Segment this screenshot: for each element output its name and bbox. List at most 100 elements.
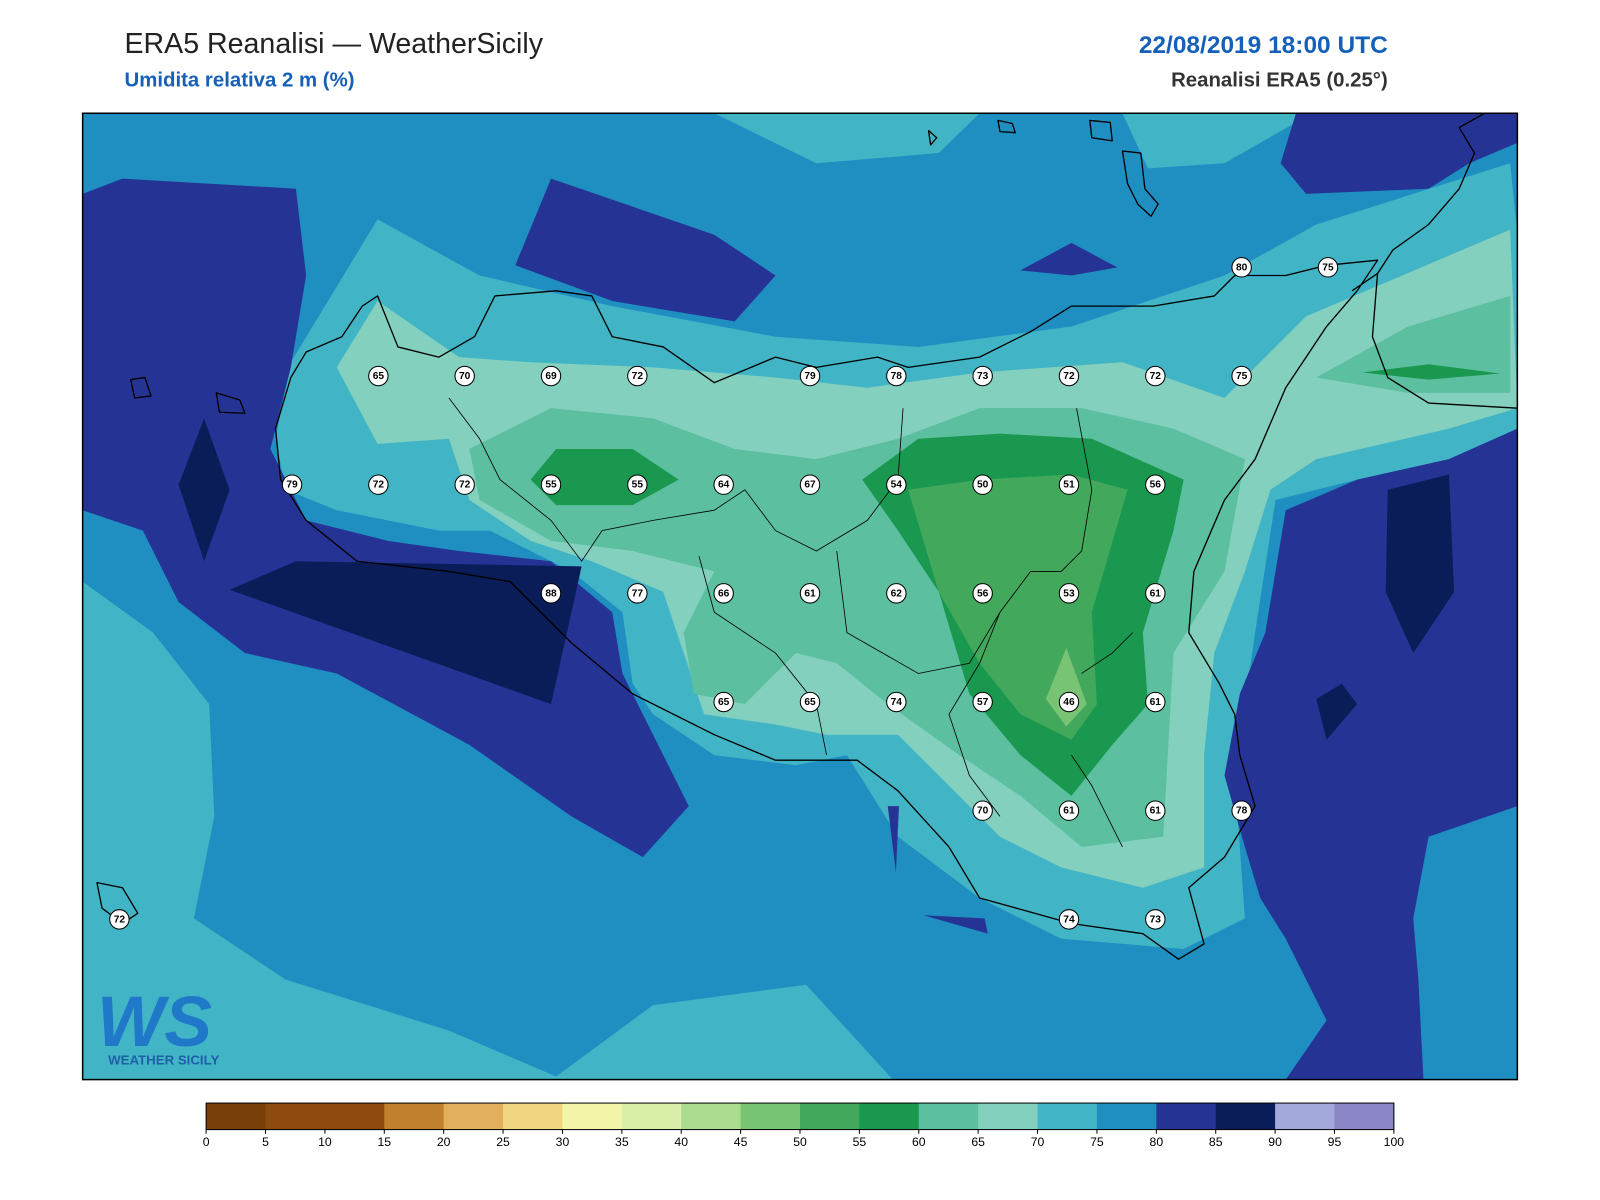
- colorbar-tick-label: 5: [262, 1135, 269, 1149]
- station-marker: [972, 583, 993, 604]
- station-marker: [1058, 474, 1080, 495]
- colorbar: 0 5 10 15 20 25 30 35 40 45 50 55 60 65 70 75 80 85 90 95 10…: [203, 1102, 1405, 1149]
- source: Reanalisi ERA5 (0.25°): [1171, 70, 1388, 92]
- contour-fill: [1362, 364, 1500, 380]
- contour-fill: [1385, 474, 1455, 654]
- station-value: 51: [1063, 480, 1075, 491]
- colorbar-tick-label: 45: [734, 1135, 748, 1149]
- colorbar-tick-label: 80: [1150, 1135, 1164, 1149]
- color-swatch: [324, 1103, 385, 1130]
- station-marker: [713, 583, 734, 604]
- station-value: 74: [891, 697, 903, 708]
- color-swatch: [978, 1103, 1039, 1130]
- station-marker: [540, 583, 562, 604]
- contour-fill: [82, 581, 893, 1080]
- station-marker: [1058, 583, 1080, 604]
- colorbar-tick-label: 65: [971, 1135, 985, 1149]
- color-swatch: [1334, 1103, 1395, 1130]
- color-swatch: [740, 1103, 801, 1130]
- station-marker: [109, 909, 130, 930]
- station-marker: [1145, 909, 1166, 930]
- station-value: 61: [1063, 806, 1075, 817]
- colorbar-tick-label: 60: [912, 1135, 926, 1149]
- contour-fill: [515, 178, 776, 322]
- contour-fill: [1280, 113, 1518, 194]
- station-marker: [368, 474, 389, 495]
- station-value: 79: [804, 371, 816, 382]
- station-value: 64: [718, 480, 730, 491]
- station-marker: [1145, 691, 1166, 713]
- station-marker: [1145, 365, 1166, 387]
- station-value: 80: [1236, 262, 1248, 273]
- station-value: 56: [1150, 480, 1162, 491]
- subtitle: Umidita relativa 2 m (%): [124, 70, 354, 92]
- map-frame: [81, 112, 1519, 1081]
- station-value: 72: [373, 480, 385, 491]
- station-marker: [1231, 800, 1252, 821]
- colorbar-tick-label: 10: [318, 1135, 332, 1149]
- logo-mark: WS: [97, 982, 212, 1062]
- colorbar-tick-label: 30: [556, 1135, 570, 1149]
- station-value: 61: [1150, 806, 1162, 817]
- logo-name: WEATHER SICILY: [108, 1052, 219, 1067]
- station-marker: [972, 691, 993, 713]
- station-marker: [281, 474, 303, 495]
- color-swatch: [265, 1103, 326, 1130]
- station-value: 78: [1236, 806, 1248, 817]
- station-marker: [1317, 257, 1339, 278]
- station-marker: [1058, 800, 1080, 821]
- province-border: [448, 397, 1133, 848]
- contour-fill: [1020, 242, 1118, 276]
- contour-fill: [887, 806, 899, 873]
- color-swatch: [503, 1103, 563, 1130]
- station-marker: [1231, 257, 1252, 278]
- colorbar-tick-label: 75: [1090, 1135, 1104, 1149]
- colorbar-tick-label: 70: [1031, 1135, 1045, 1149]
- station-value: 55: [632, 480, 644, 491]
- station-marker: [713, 691, 734, 713]
- color-swatch: [1275, 1103, 1335, 1130]
- logo: WS WEATHER SICILY: [97, 982, 220, 1067]
- station-marker: [972, 474, 993, 495]
- station-value: 77: [632, 588, 644, 599]
- colorbar-tick-label: 95: [1328, 1135, 1342, 1149]
- station-value: 53: [1063, 588, 1075, 599]
- colorbar-tick-label: 20: [437, 1135, 451, 1149]
- colorbar-tick-label: 55: [853, 1135, 867, 1149]
- colorbar-tick-label: 50: [793, 1135, 807, 1149]
- station-value: 69: [545, 371, 557, 382]
- datetime: 22/08/2019 18:00 UTC: [1139, 32, 1388, 59]
- station-value: 72: [632, 371, 644, 382]
- coastline: [274, 259, 1379, 960]
- station-marker: [972, 365, 993, 387]
- station-value: 57: [977, 697, 989, 708]
- station-value: 70: [977, 806, 989, 817]
- color-swatch: [206, 1103, 267, 1130]
- station-value: 79: [286, 480, 298, 491]
- station-marker: [454, 474, 475, 495]
- station-value: 72: [1150, 371, 1162, 382]
- station-marker: [1058, 365, 1080, 387]
- station-value: 75: [1322, 262, 1334, 273]
- colorbar-tick-label: 90: [1268, 1135, 1282, 1149]
- stations: 80 75 65 70 69 72 79 78 73 72 72 75 79 72 72 55 55 64 67 54…: [109, 257, 1339, 930]
- station-value: 61: [1150, 697, 1162, 708]
- station-marker: [799, 691, 821, 713]
- colorbar-tick-label: 100: [1384, 1135, 1405, 1149]
- color-swatch: [918, 1103, 979, 1130]
- colorbar-tick-label: 0: [203, 1135, 210, 1149]
- color-swatch: [443, 1103, 504, 1130]
- station-value: 54: [891, 480, 903, 491]
- station-value: 73: [1150, 914, 1162, 925]
- station-marker: [454, 365, 475, 387]
- colorbar-tick-label: 85: [1209, 1135, 1223, 1149]
- station-marker: [1058, 909, 1080, 930]
- station-value: 61: [1150, 588, 1162, 599]
- station-marker: [1145, 800, 1166, 821]
- colorbar-tick-label: 35: [615, 1135, 629, 1149]
- color-swatch: [1037, 1103, 1098, 1130]
- station-marker: [799, 365, 821, 387]
